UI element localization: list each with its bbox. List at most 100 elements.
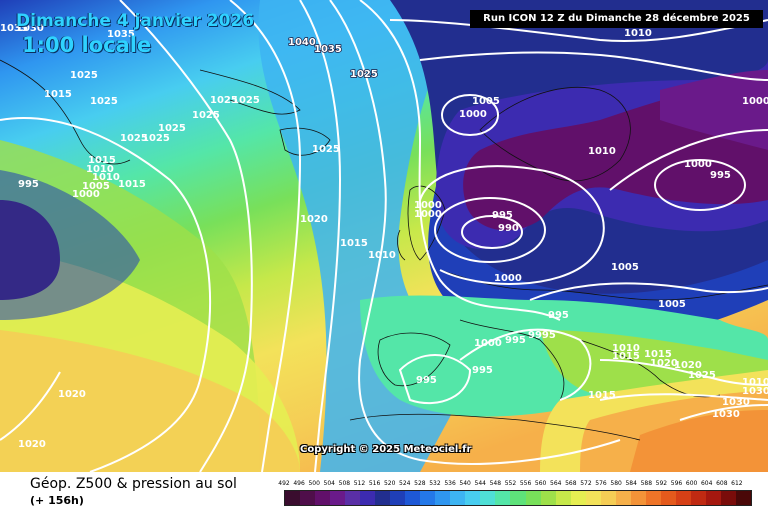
color-scale-swatch [375,491,391,505]
isobar-label: 1025 [350,69,378,80]
isobar-label: 1000 [459,109,487,120]
isobar-label: 1025 [120,133,148,144]
isobar-label: 1025 [210,95,238,106]
legend-footer: Géop. Z500 & pression au sol (+ 156h) 49… [0,472,768,512]
color-scale-bar [284,490,752,506]
color-scale-label: 548 [489,480,502,487]
isobar-995-east [654,159,746,211]
forecast-time: 1:00 locale [22,33,152,57]
coast-uk [407,185,446,261]
color-scale-swatch [525,491,541,505]
isobar-label: 1025 [158,123,186,134]
isobar-labels: 1035 1030 1035 1040 1035 1025 1025 1015 … [0,23,768,450]
geopotential-field: 1035 1030 1035 1040 1035 1025 1025 1015 … [0,0,768,472]
color-scale-swatch [690,491,706,505]
isobar-label: 1020 [18,439,46,450]
isobar-label: 1015 [44,89,72,100]
color-scale-swatch [570,491,586,505]
field-southwest-orange [0,330,300,472]
isobar-1030-se [679,404,768,421]
color-scale-label: 504 [323,480,335,487]
isobar-1020-sw [0,371,61,441]
color-scale-swatch [735,491,751,505]
isobar-label: 1000 [742,96,768,107]
color-scale-swatch [435,491,451,505]
color-scale-swatch [345,491,361,505]
coast-north-africa [349,413,641,441]
color-scale-label: 528 [414,480,426,487]
color-scale-label: 576 [595,480,607,487]
isobar-label: 1025 [312,144,340,155]
color-scale-label: 604 [700,480,713,487]
coast-balkans [579,339,721,398]
color-scale-label: 492 [278,480,290,487]
coast-greenland [0,59,131,165]
isobar-label: 1015 [588,390,616,401]
isobar-1000-east [609,129,768,191]
isobar-1010 [329,0,621,465]
color-scale-label: 540 [459,480,471,487]
color-scale-swatch [495,491,511,505]
color-scale-swatch [600,491,616,505]
color-scale-swatch [720,491,736,505]
color-scale-swatch [420,491,436,505]
isobar-label: 1010 [624,28,652,39]
copyright-notice: Copyright © 2025 Meteociel.fr [300,444,472,455]
color-scale-label: 592 [655,480,668,487]
isobar-label: 1010 [368,250,396,261]
isobar-label: 1035 [314,44,342,55]
isobar-label: 990 [498,223,519,234]
color-scale-label: 524 [399,480,411,487]
isobar-995-low [434,197,546,263]
coast-greenland-east [199,69,301,115]
isobar-label: 995 [18,179,39,190]
isobar-label: 9995 [528,330,556,341]
isobar-label: 995 [492,210,513,221]
color-scale-label: 568 [565,480,577,487]
isobar-label: 1025 [142,133,170,144]
coastlines [0,59,768,441]
isobar-label: 1015 [644,349,672,360]
color-scale-label: 588 [640,480,653,487]
isobar-1000-low-north [441,94,499,136]
forecast-date: Dimanche 4 janvier 2026 [16,11,255,31]
isobar-label: 995 [416,375,437,386]
color-scale-swatch [405,491,421,505]
isobar-label: 1035 [107,29,135,40]
color-scale-label: 516 [368,480,381,487]
isobar-1020-se [599,393,768,401]
isobar-1005 [359,0,561,321]
color-scale-label: 556 [519,480,532,487]
color-scale-swatch [630,491,646,505]
isobar-label: 1010 [588,146,616,157]
field-southeast-high [630,410,768,472]
isobar-label: 1010 [742,377,768,388]
isobar-label: 1015 [612,351,640,362]
color-scale-label: 552 [504,480,517,487]
color-scale-swatch [330,491,346,505]
isobar-995-iberia [398,354,472,405]
isobar-label: 1040 [288,37,316,48]
isobar-label: 1030 [16,23,44,34]
isobar-label: 1020 [300,214,328,225]
isobar-label: 1015 [340,238,368,249]
isobar-label: 1005 [82,181,110,192]
isobar-label: 1035 [0,23,28,34]
isobar-label: 1025 [688,370,716,381]
isobar-label: 1025 [90,96,118,107]
coast-iberia [377,332,451,387]
forecast-map: 1035 1030 1035 1040 1035 1025 1025 1015 … [0,0,768,472]
color-scale-swatch [615,491,631,505]
isobar-label: 1005 [472,96,500,107]
color-scale-swatch [480,491,496,505]
color-scale-swatch [510,491,526,505]
isobar-1020 [229,0,302,472]
color-scale-label: 496 [293,480,305,487]
field-low-purple-east [660,70,768,150]
color-scale-label: 536 [444,480,456,487]
color-scale-swatch [660,491,676,505]
isobar-1015-se [599,359,768,386]
coast-france-italy [459,319,565,401]
isobar-1025 [119,0,253,472]
color-scale-swatch [465,491,481,505]
